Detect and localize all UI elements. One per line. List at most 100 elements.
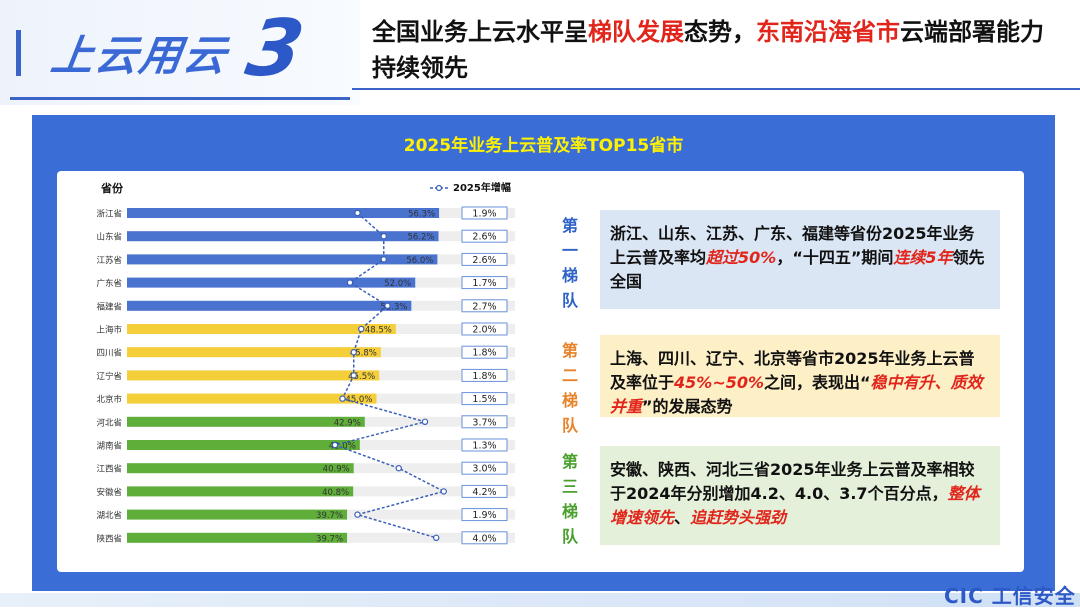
growth-point [395,465,402,472]
growth-box [461,345,508,359]
growth-box [461,322,508,336]
bar-value-label: 48.5% [365,326,392,336]
growth-point [421,418,429,425]
growth-point [440,488,447,495]
growth-label: 3.7% [472,417,496,428]
footer-strip [0,593,1080,607]
growth-label: 2.0% [472,325,496,336]
header-underline [10,97,350,100]
bar [127,231,439,242]
bar-value-label: 45.5% [348,372,375,382]
growth-label: 3.0% [472,464,496,475]
growth-label: 1.9% [472,510,496,521]
growth-label: 1.7% [472,278,496,289]
bar [127,324,396,334]
category-label: 辽宁省 [96,371,122,382]
category-label: 上海市 [96,325,122,336]
bar [127,440,360,450]
growth-label: 1.3% [472,441,496,452]
growth-box [461,508,508,522]
category-label: 福建省 [96,301,122,312]
bar [127,208,440,218]
bar [127,509,348,520]
bar-value-label: 40.9% [323,465,350,475]
category-label: 安徽省 [96,487,122,498]
tier-2-description: 上海、四川、辽宁、北京等省市2025年业务上云普及率位于45%~50%之间，表现… [600,335,1000,417]
growth-point [380,256,387,263]
bar-value-label: 56.0% [406,256,433,266]
bar-value-label: 42.0% [329,442,356,452]
growth-label: 2.6% [472,255,496,266]
legend-marker [435,184,443,192]
bar [127,416,365,427]
chart-y-label: 省份 [100,181,124,195]
category-label: 陕西省 [96,533,122,544]
bar-value-label: 39.7% [316,534,343,544]
bar-value-label: 42.9% [334,418,361,428]
growth-point [358,325,365,333]
bar-value-label: 52.0% [384,279,411,289]
growth-box [461,531,508,545]
category-label: 山东省 [96,232,122,243]
growth-label: 1.8% [472,348,496,359]
bar-value-label: 40.8% [322,488,349,498]
page-title: 全国业务上云水平呈梯队发展态势，东南沿海省市云端部署能力持续领先 [372,18,1044,82]
tier-1-label: 第一梯队 [561,216,578,310]
bar-value-label: 51.3% [380,302,407,312]
category-label: 北京市 [96,394,122,405]
growth-point [354,209,361,217]
growth-box [461,229,508,243]
growth-box [461,368,508,382]
growth-point [350,349,357,356]
growth-box [461,392,508,406]
bar-value-label: 56.2% [407,233,434,243]
tier-2-label: 第二梯队 [561,341,578,435]
tier-1-description: 浙江、山东、江苏、广东、福建等省份2025年业务上云普及率均超过50%，“十四五… [600,210,1000,309]
growth-label: 4.0% [472,533,496,544]
category-label: 浙江省 [96,209,122,220]
growth-point [339,395,346,402]
category-label: 四川省 [96,348,122,359]
growth-point [346,279,354,286]
growth-point [350,372,357,379]
bar [127,486,354,497]
category-label: 湖南省 [96,441,122,452]
growth-box [461,438,508,452]
growth-box [461,484,508,498]
legend-label: 2025年增幅 [453,181,511,194]
growth-label: 1.5% [472,394,496,405]
growth-point [433,534,440,542]
growth-box [461,252,508,266]
growth-box [461,415,508,429]
bar [127,254,438,265]
growth-point [354,511,361,518]
growth-box [461,276,508,290]
growth-point [384,302,391,309]
bar [127,393,377,404]
bar [127,347,381,358]
panel-title: 2025年业务上云普及率TOP15省市 [403,136,684,156]
category-label: 江苏省 [96,255,122,266]
tier-3-label: 第三梯队 [561,452,578,546]
growth-point [331,441,339,449]
growth-box [461,299,508,313]
tier-3-description: 安徽、陕西、河北三省2025年业务上云普及率相较于2024年分别增加4.2、4.… [600,446,1000,545]
bar [127,277,416,288]
bar-value-label: 39.7% [316,511,343,521]
bar [127,532,348,543]
bar [127,370,380,381]
category-label: 广东省 [96,278,122,289]
category-label: 河北省 [96,417,122,428]
growth-point [380,232,387,240]
bar-value-label: 56.3% [408,210,435,220]
growth-label: 2.7% [472,301,496,312]
bar [127,300,412,311]
category-label: 湖北省 [96,510,122,521]
growth-label: 4.2% [472,487,496,498]
brand-logo: CIC 工信安全 [944,584,1076,608]
growth-label: 1.9% [472,209,496,220]
growth-box [461,206,508,220]
category-label: 江西省 [96,464,122,475]
bar-value-label: 45.8% [350,349,377,359]
